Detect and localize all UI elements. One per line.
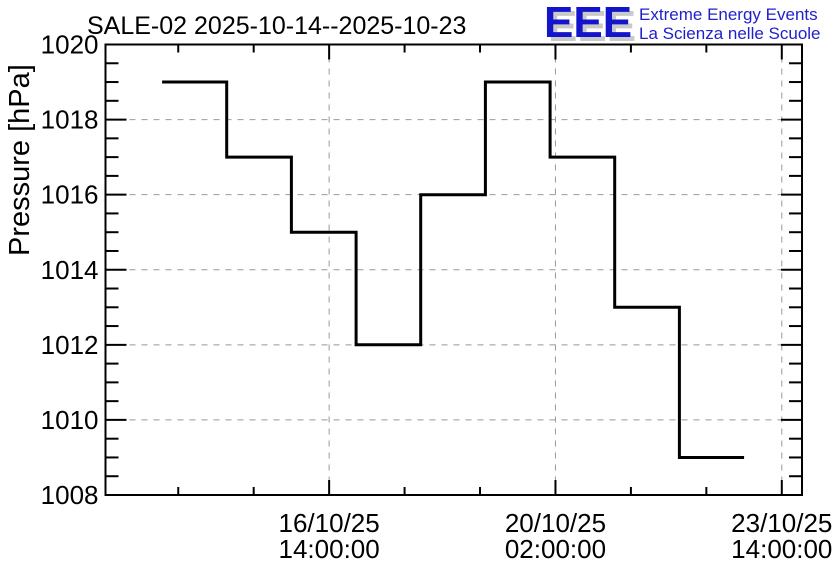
x-tick-label-date: 20/10/25 [505,508,606,538]
x-tick-label-date: 23/10/25 [731,508,832,538]
y-tick-label: 1014 [41,255,99,285]
chart-title: SALE-02 2025-10-14--2025-10-23 [87,12,467,40]
eee-logo-line1: Extreme Energy Events [639,5,818,24]
x-tick-label-time: 02:00:00 [505,534,606,564]
y-tick-label: 1010 [41,405,99,435]
y-axis-title: Pressure [hPa] [4,64,36,256]
y-tick-label: 1012 [41,330,99,360]
x-tick-label-time: 14:00:00 [731,534,832,564]
x-tick-label-date: 16/10/25 [279,508,380,538]
x-tick-label-time: 14:00:00 [279,534,380,564]
y-tick-label: 1016 [41,180,99,210]
eee-logo-acronym: EEE [544,0,633,47]
eee-logo-text: Extreme Energy Events La Scienza nelle S… [639,2,820,43]
y-tick-label: 1018 [41,105,99,135]
y-tick-label: 1008 [41,480,99,510]
pressure-step-line [162,80,745,459]
y-tick-label: 1020 [41,30,99,60]
eee-logo: EEE Extreme Energy Events La Scienza nel… [544,0,821,47]
eee-logo-line2: La Scienza nelle Scuole [639,24,821,43]
